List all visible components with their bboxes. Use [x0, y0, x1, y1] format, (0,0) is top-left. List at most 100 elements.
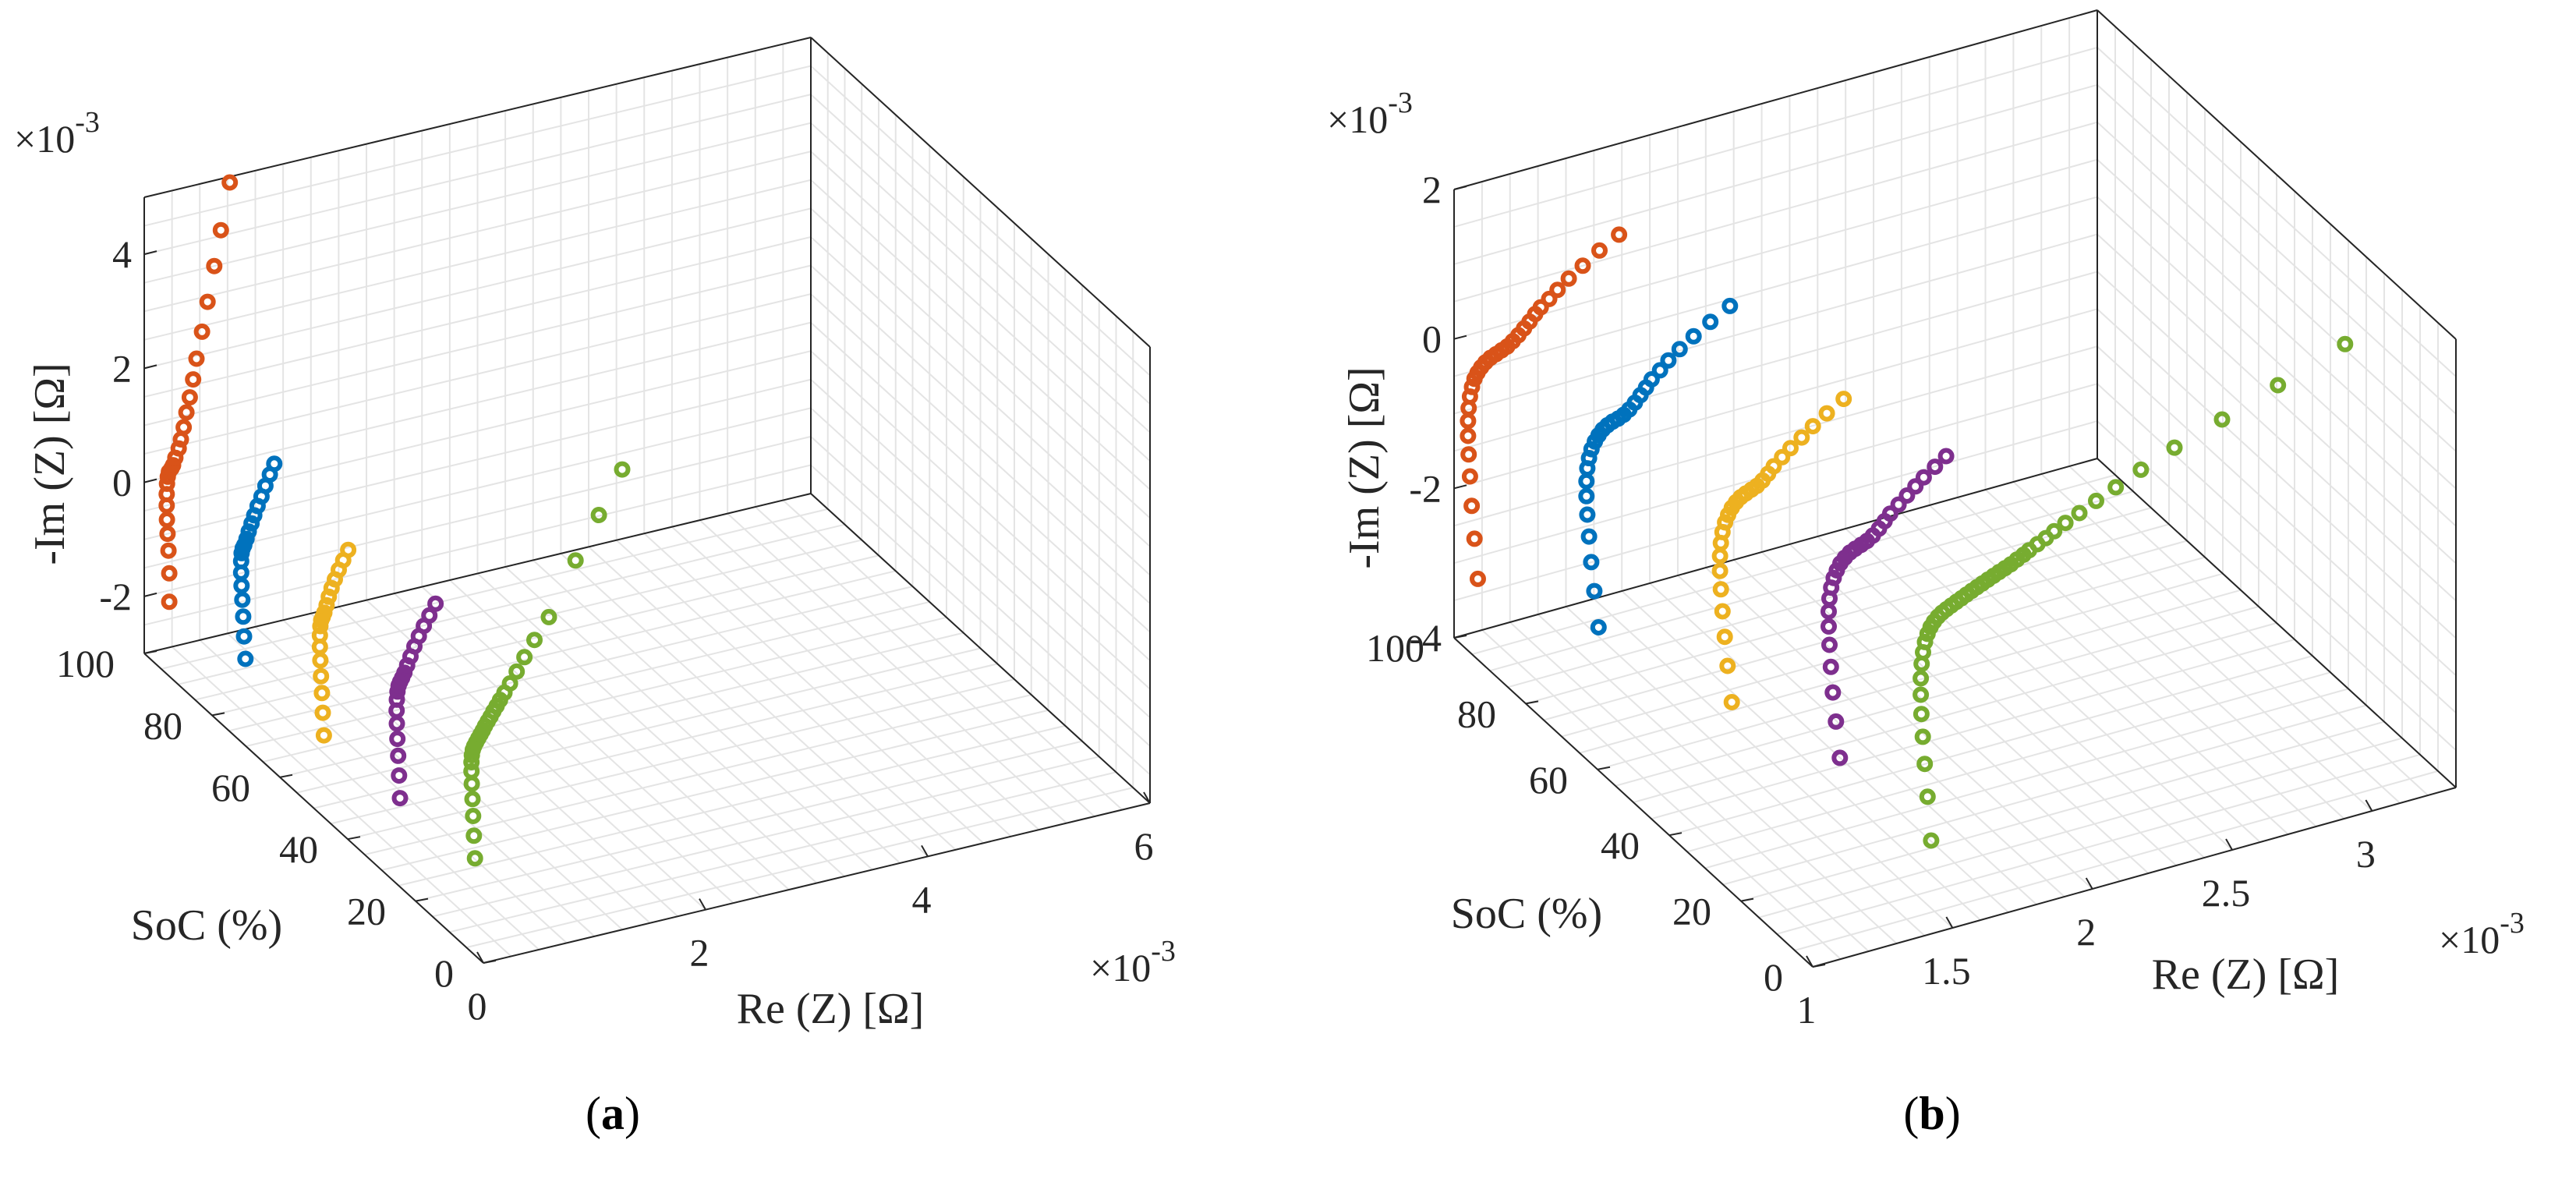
grid-line	[398, 724, 1066, 887]
grid-line	[143, 264, 812, 427]
frame-edge	[2097, 458, 2457, 788]
data-point	[1660, 352, 1677, 369]
data-point	[1711, 547, 1729, 565]
data-point	[185, 371, 202, 388]
grid-line	[1453, 345, 2098, 527]
grid-line	[143, 464, 812, 626]
y-tick-mark	[1525, 700, 1539, 705]
data-point	[388, 691, 405, 708]
grid-line	[1776, 753, 2421, 935]
grid-line	[1686, 671, 2331, 853]
data-point	[463, 763, 480, 780]
data-point	[315, 727, 332, 744]
x-axis: 0 2 4 6	[468, 791, 1154, 1028]
z-axis-label: -Im (Z) [Ω]	[26, 363, 74, 565]
grid-line	[1704, 688, 2349, 869]
grid-line	[381, 709, 1049, 871]
data-point	[1821, 603, 1837, 620]
x-tick-label: 1	[1797, 988, 1817, 1032]
data-point	[2046, 522, 2063, 540]
data-point	[2270, 377, 2287, 394]
grid-line	[263, 600, 930, 763]
data-point	[1913, 706, 1930, 723]
data-point	[389, 731, 406, 748]
z-exponent-power: -3	[1388, 87, 1413, 119]
data-point	[1685, 327, 1702, 345]
data-point	[1818, 405, 1835, 422]
grid-line	[143, 350, 812, 512]
data-point	[313, 685, 331, 702]
grid-line	[1453, 308, 2098, 490]
data-point	[1881, 505, 1898, 522]
data-point	[2088, 492, 2104, 509]
grid-line	[810, 379, 1151, 690]
grid-line	[143, 94, 812, 256]
grid-line	[810, 94, 1151, 405]
data-point	[233, 577, 250, 594]
data-point	[1822, 658, 1839, 675]
grid-line	[810, 464, 1151, 776]
frame-edge	[143, 37, 812, 198]
data-point	[1716, 628, 1733, 646]
grid-line	[810, 264, 1151, 576]
data-point	[1782, 440, 1799, 457]
z-tick-mark	[143, 250, 157, 256]
z-tick-label: 2	[112, 346, 132, 390]
y-tick-label: 100	[56, 642, 115, 685]
grid-line	[810, 407, 1151, 719]
data-point	[2107, 479, 2125, 496]
z-tick-mark	[1453, 634, 1467, 639]
grid-line	[2097, 271, 2457, 602]
series-soc-60	[311, 541, 357, 744]
x-tick-mark	[2085, 877, 2093, 890]
grid-line	[161, 508, 828, 670]
data-point	[1913, 686, 1930, 703]
x-tick-mark	[699, 898, 706, 911]
series-soc-60	[1711, 391, 1852, 710]
y-tick-mark	[483, 960, 497, 964]
x-tick-mark	[921, 844, 929, 857]
data-point	[2057, 515, 2074, 532]
data-point	[237, 650, 254, 667]
data-point	[1643, 371, 1660, 388]
grid-line	[195, 539, 862, 701]
data-point	[2166, 439, 2183, 456]
data-point	[1828, 713, 1845, 730]
data-point	[1898, 487, 1916, 504]
data-point	[266, 455, 283, 473]
x-exponent-power: -3	[2500, 907, 2525, 940]
series-soc-80	[232, 455, 283, 667]
y-tick-label: 0	[1764, 955, 1783, 999]
y-tick-mark	[1812, 964, 1826, 968]
series-soc-100	[158, 174, 239, 611]
grid-line	[810, 122, 1151, 434]
grid-line	[1758, 737, 2403, 919]
grid-line	[2097, 84, 2457, 415]
data-point	[1466, 530, 1483, 547]
data-point	[175, 419, 193, 436]
grid-line	[1507, 507, 2152, 688]
z-tick-mark	[143, 592, 157, 597]
data-point	[340, 541, 357, 558]
x-exponent-base: ×10	[2439, 918, 2500, 961]
data-point	[159, 526, 176, 543]
data-point	[212, 221, 229, 239]
x-exponent: ×10-3	[2439, 907, 2525, 961]
grid-line	[347, 678, 1015, 841]
data-point	[1804, 418, 1821, 435]
y-tick-mark	[143, 650, 157, 654]
frame-edge	[1453, 637, 1813, 968]
data-point	[1532, 299, 1549, 316]
data-point	[1824, 684, 1842, 701]
data-point	[1919, 788, 1936, 805]
series-soc-20	[463, 461, 631, 867]
grid-line	[466, 787, 1134, 949]
data-point	[314, 704, 331, 721]
data-point	[1774, 448, 1791, 465]
data-point	[464, 791, 481, 808]
grid-line	[1453, 233, 2098, 415]
grid-line	[2097, 47, 2457, 377]
y-tick-label: 60	[211, 766, 250, 809]
